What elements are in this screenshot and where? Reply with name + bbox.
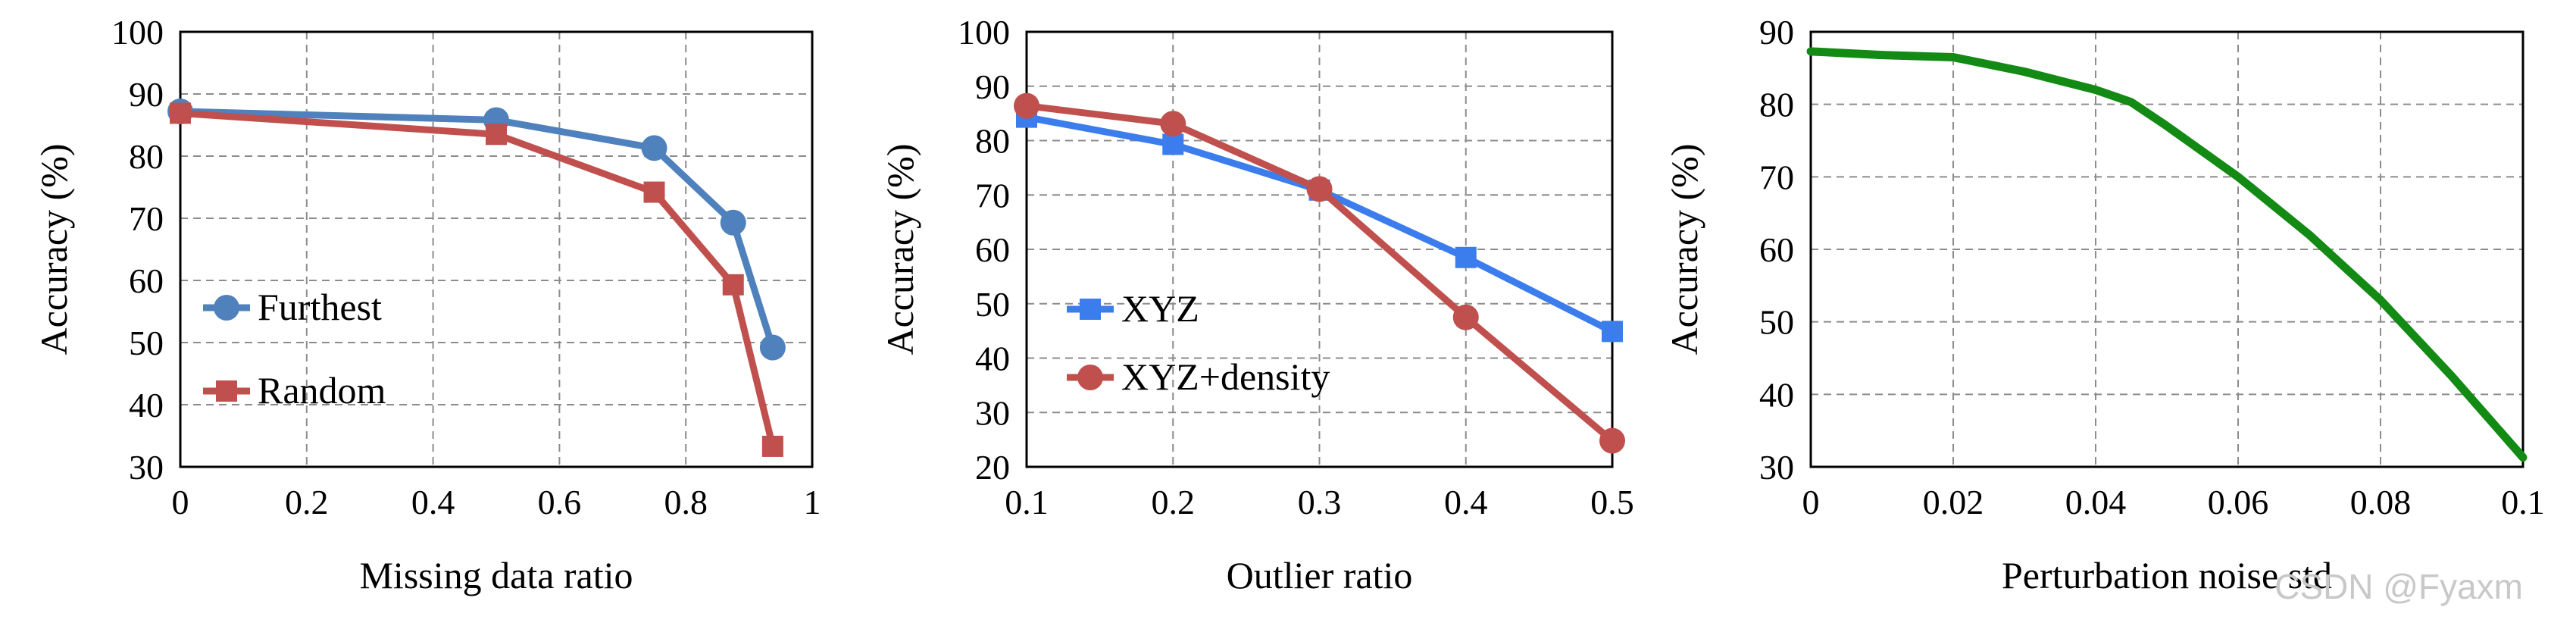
x-tick-label: 0.4: [1444, 483, 1488, 521]
plot-frame: [179, 30, 814, 468]
y-tick-label: 50: [1759, 303, 1794, 342]
x-tick-label: 0.04: [2065, 483, 2127, 521]
data-point: [761, 435, 783, 457]
y-tick-label: 90: [129, 75, 164, 114]
chart-outlier: 0.1 0.2 0.3 0.4 0.5 20 30 40 50 60 70 80 90 100 Outlie…: [879, 13, 1634, 596]
legend-label: XYZ: [1121, 287, 1199, 330]
data-point: [486, 124, 507, 146]
y-axis-label: Accuracy (%): [33, 144, 75, 355]
data-point: [720, 209, 746, 236]
y-tick-label: 40: [1759, 375, 1794, 414]
data-point: [1452, 304, 1479, 330]
y-axis-label: Accuracy (%): [1663, 144, 1705, 355]
data-point: [1599, 427, 1625, 454]
legend-marker: [216, 380, 237, 402]
data-point: [1160, 111, 1186, 137]
y-tick-label: 30: [129, 448, 164, 487]
plot-frame: [1025, 30, 1614, 468]
data-point: [1162, 133, 1184, 155]
y-tick-label: 20: [975, 448, 1010, 487]
legend-label: XYZ+density: [1121, 355, 1330, 398]
y-tick-label: 60: [129, 261, 164, 300]
y-tick-label: 50: [129, 324, 164, 362]
y-tick-label: 30: [975, 393, 1010, 432]
x-tick-label: 0: [1802, 483, 1820, 521]
y-tick-label: 90: [975, 67, 1010, 106]
data-point: [641, 135, 667, 161]
x-axis-label: Perturbation noise std: [2002, 554, 2332, 596]
data-point: [1306, 176, 1333, 202]
y-axis-label: Accuracy (%): [879, 144, 921, 355]
x-tick-label: 0.5: [1590, 483, 1634, 521]
x-axis-label: Missing data ratio: [359, 554, 633, 596]
y-tick-label: 100: [111, 13, 164, 52]
y-tick-label: 60: [975, 230, 1010, 269]
x-tick-label: 0.3: [1298, 483, 1342, 521]
y-tick-label: 80: [1759, 86, 1794, 124]
y-tick-label: 40: [129, 386, 164, 424]
x-tick-label: 0: [172, 483, 189, 521]
data-point: [722, 274, 744, 296]
x-tick-label: 0.2: [285, 483, 329, 521]
legend-marker: [214, 295, 239, 321]
legend-label: Random: [258, 369, 386, 412]
y-tick-label: 80: [129, 137, 164, 176]
x-tick-label: 0.1: [2501, 483, 2545, 521]
data-point: [1602, 321, 1623, 343]
x-tick-label: 0.06: [2208, 483, 2269, 521]
x-tick-label: 0.2: [1152, 483, 1196, 521]
chart-noise: 0 0.02 0.04 0.06 0.08 0.1 30 40 50 60 70 80 90 Pertur…: [1663, 13, 2545, 596]
x-tick-label: 0.1: [1005, 483, 1049, 521]
x-tick-label: 0.8: [664, 483, 708, 521]
x-axis-label: Outlier ratio: [1227, 554, 1413, 596]
data-point: [643, 181, 665, 203]
x-tick-label: 0.02: [1923, 483, 1984, 521]
legend-marker: [1077, 365, 1103, 390]
x-tick-label: 1: [804, 483, 821, 521]
y-tick-label: 90: [1759, 13, 1794, 52]
y-tick-label: 50: [975, 285, 1010, 324]
y-tick-label: 80: [975, 122, 1010, 161]
data-point: [170, 102, 191, 124]
y-tick-label: 70: [975, 176, 1010, 214]
legend-marker: [1080, 299, 1101, 320]
data-point: [759, 334, 786, 361]
chart-missing-data: 0 0.2 0.4 0.6 0.8 1 30 40 50 60 70 80 90 100 Missing d…: [33, 13, 821, 596]
legend-label: Furthest: [258, 286, 382, 328]
data-point: [1455, 246, 1477, 268]
plot-frame: [1809, 30, 2524, 468]
watermark-text: CSDN @Fyaxm: [2274, 567, 2523, 606]
y-tick-label: 30: [1759, 448, 1794, 487]
y-tick-label: 70: [1759, 158, 1794, 196]
x-tick-label: 0.4: [411, 483, 455, 521]
y-tick-label: 60: [1759, 230, 1794, 269]
x-tick-label: 0.6: [538, 483, 582, 521]
y-tick-label: 70: [129, 199, 164, 238]
series-line: [1806, 47, 2528, 462]
y-tick-label: 40: [975, 340, 1010, 378]
x-tick-label: 0.08: [2350, 483, 2412, 521]
y-tick-label: 100: [958, 13, 1010, 52]
data-point: [1014, 92, 1039, 119]
